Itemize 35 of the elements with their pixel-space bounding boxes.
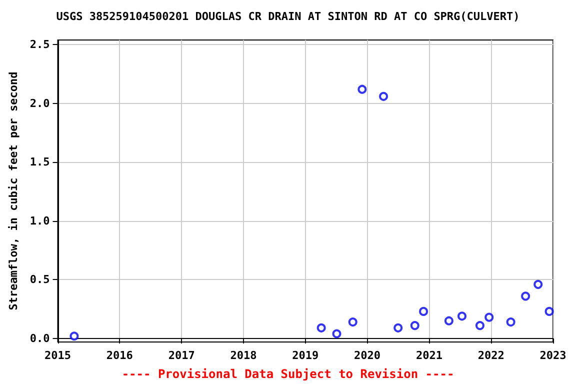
- x-tick-label: 2017: [168, 349, 195, 362]
- x-tick-label: 2020: [354, 349, 380, 362]
- point: [70, 332, 79, 341]
- point: [544, 306, 554, 316]
- point: [444, 316, 454, 326]
- x-tick-label: 2023: [540, 349, 566, 362]
- point: [410, 321, 420, 330]
- point: [379, 92, 388, 101]
- y-axis-title: Streamflow, in cubic feet per second: [7, 72, 20, 310]
- point: [521, 292, 530, 301]
- chart-title: USGS 385259104500201 DOUGLAS CR DRAIN AT SINTON RD AT CO SPRG(CULVERT): [56, 10, 520, 23]
- point: [316, 323, 326, 332]
- y-tick-label: 1.0: [30, 214, 50, 228]
- point: [358, 84, 367, 94]
- x-tick-label: 2018: [230, 349, 257, 362]
- x-tick-label: 2021: [416, 349, 443, 362]
- point: [419, 306, 428, 316]
- x-tick-label: 2019: [292, 349, 319, 362]
- point: [506, 318, 516, 327]
- y-tick-label: 2.0: [30, 96, 50, 110]
- point: [475, 321, 484, 330]
- x-tick-label: 2015: [44, 349, 72, 362]
- y-tick-label: 1.5: [30, 156, 50, 169]
- y-tick-label: 0.5: [30, 273, 50, 286]
- y-tick-label: 2.5: [30, 38, 50, 52]
- point: [332, 329, 342, 338]
- point: [457, 312, 466, 321]
- x-tick-label: 2022: [478, 349, 504, 362]
- point: [348, 318, 358, 327]
- point: [394, 323, 403, 332]
- point: [484, 312, 494, 322]
- point: [534, 280, 543, 289]
- text: ---- Provisional Data Subject to Revision ----: [122, 367, 454, 381]
- x-tick-label: 2016: [106, 349, 134, 362]
- y-tick-label: 0.0: [30, 332, 50, 345]
